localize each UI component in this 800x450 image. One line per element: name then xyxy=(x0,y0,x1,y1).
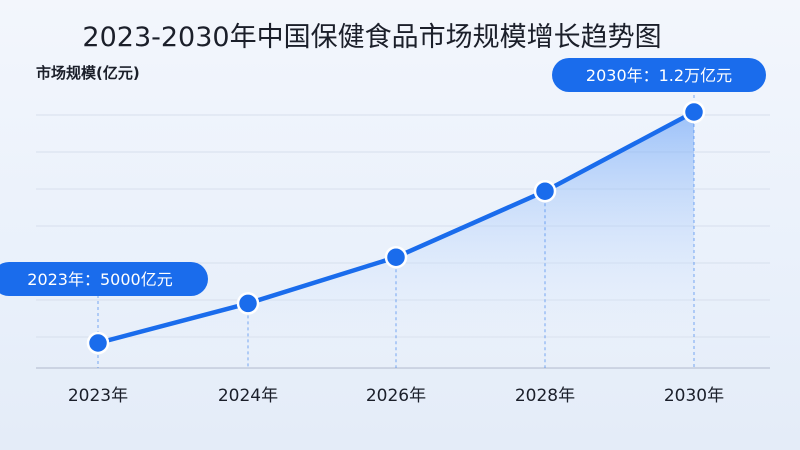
x-tick-label: 2024年 xyxy=(218,386,278,406)
callout-label: 2023年：5000亿元 xyxy=(27,270,172,289)
callout-box xyxy=(0,262,208,296)
callouts: 2023年：5000亿元 2030年：1.2万亿元 xyxy=(0,58,766,296)
y-axis-label: 市场规模(亿元) xyxy=(36,64,140,82)
x-tick-labels: 2023年 2024年 2026年 2028年 2030年 xyxy=(68,386,724,406)
data-point xyxy=(682,100,706,124)
x-tick-label: 2030年 xyxy=(664,386,724,406)
data-point xyxy=(384,245,408,269)
callout-label: 2030年：1.2万亿元 xyxy=(586,66,732,85)
callout-box xyxy=(552,58,766,92)
x-tick-label: 2028年 xyxy=(515,386,575,406)
data-point xyxy=(86,331,110,355)
data-point xyxy=(533,179,557,203)
data-point xyxy=(236,292,260,315)
data-points xyxy=(86,100,706,355)
chart-title: 2023-2030年中国保健食品市场规模增长趋势图 xyxy=(82,22,661,53)
x-tick-label: 2026年 xyxy=(366,386,426,406)
x-tick-label: 2023年 xyxy=(68,386,128,406)
